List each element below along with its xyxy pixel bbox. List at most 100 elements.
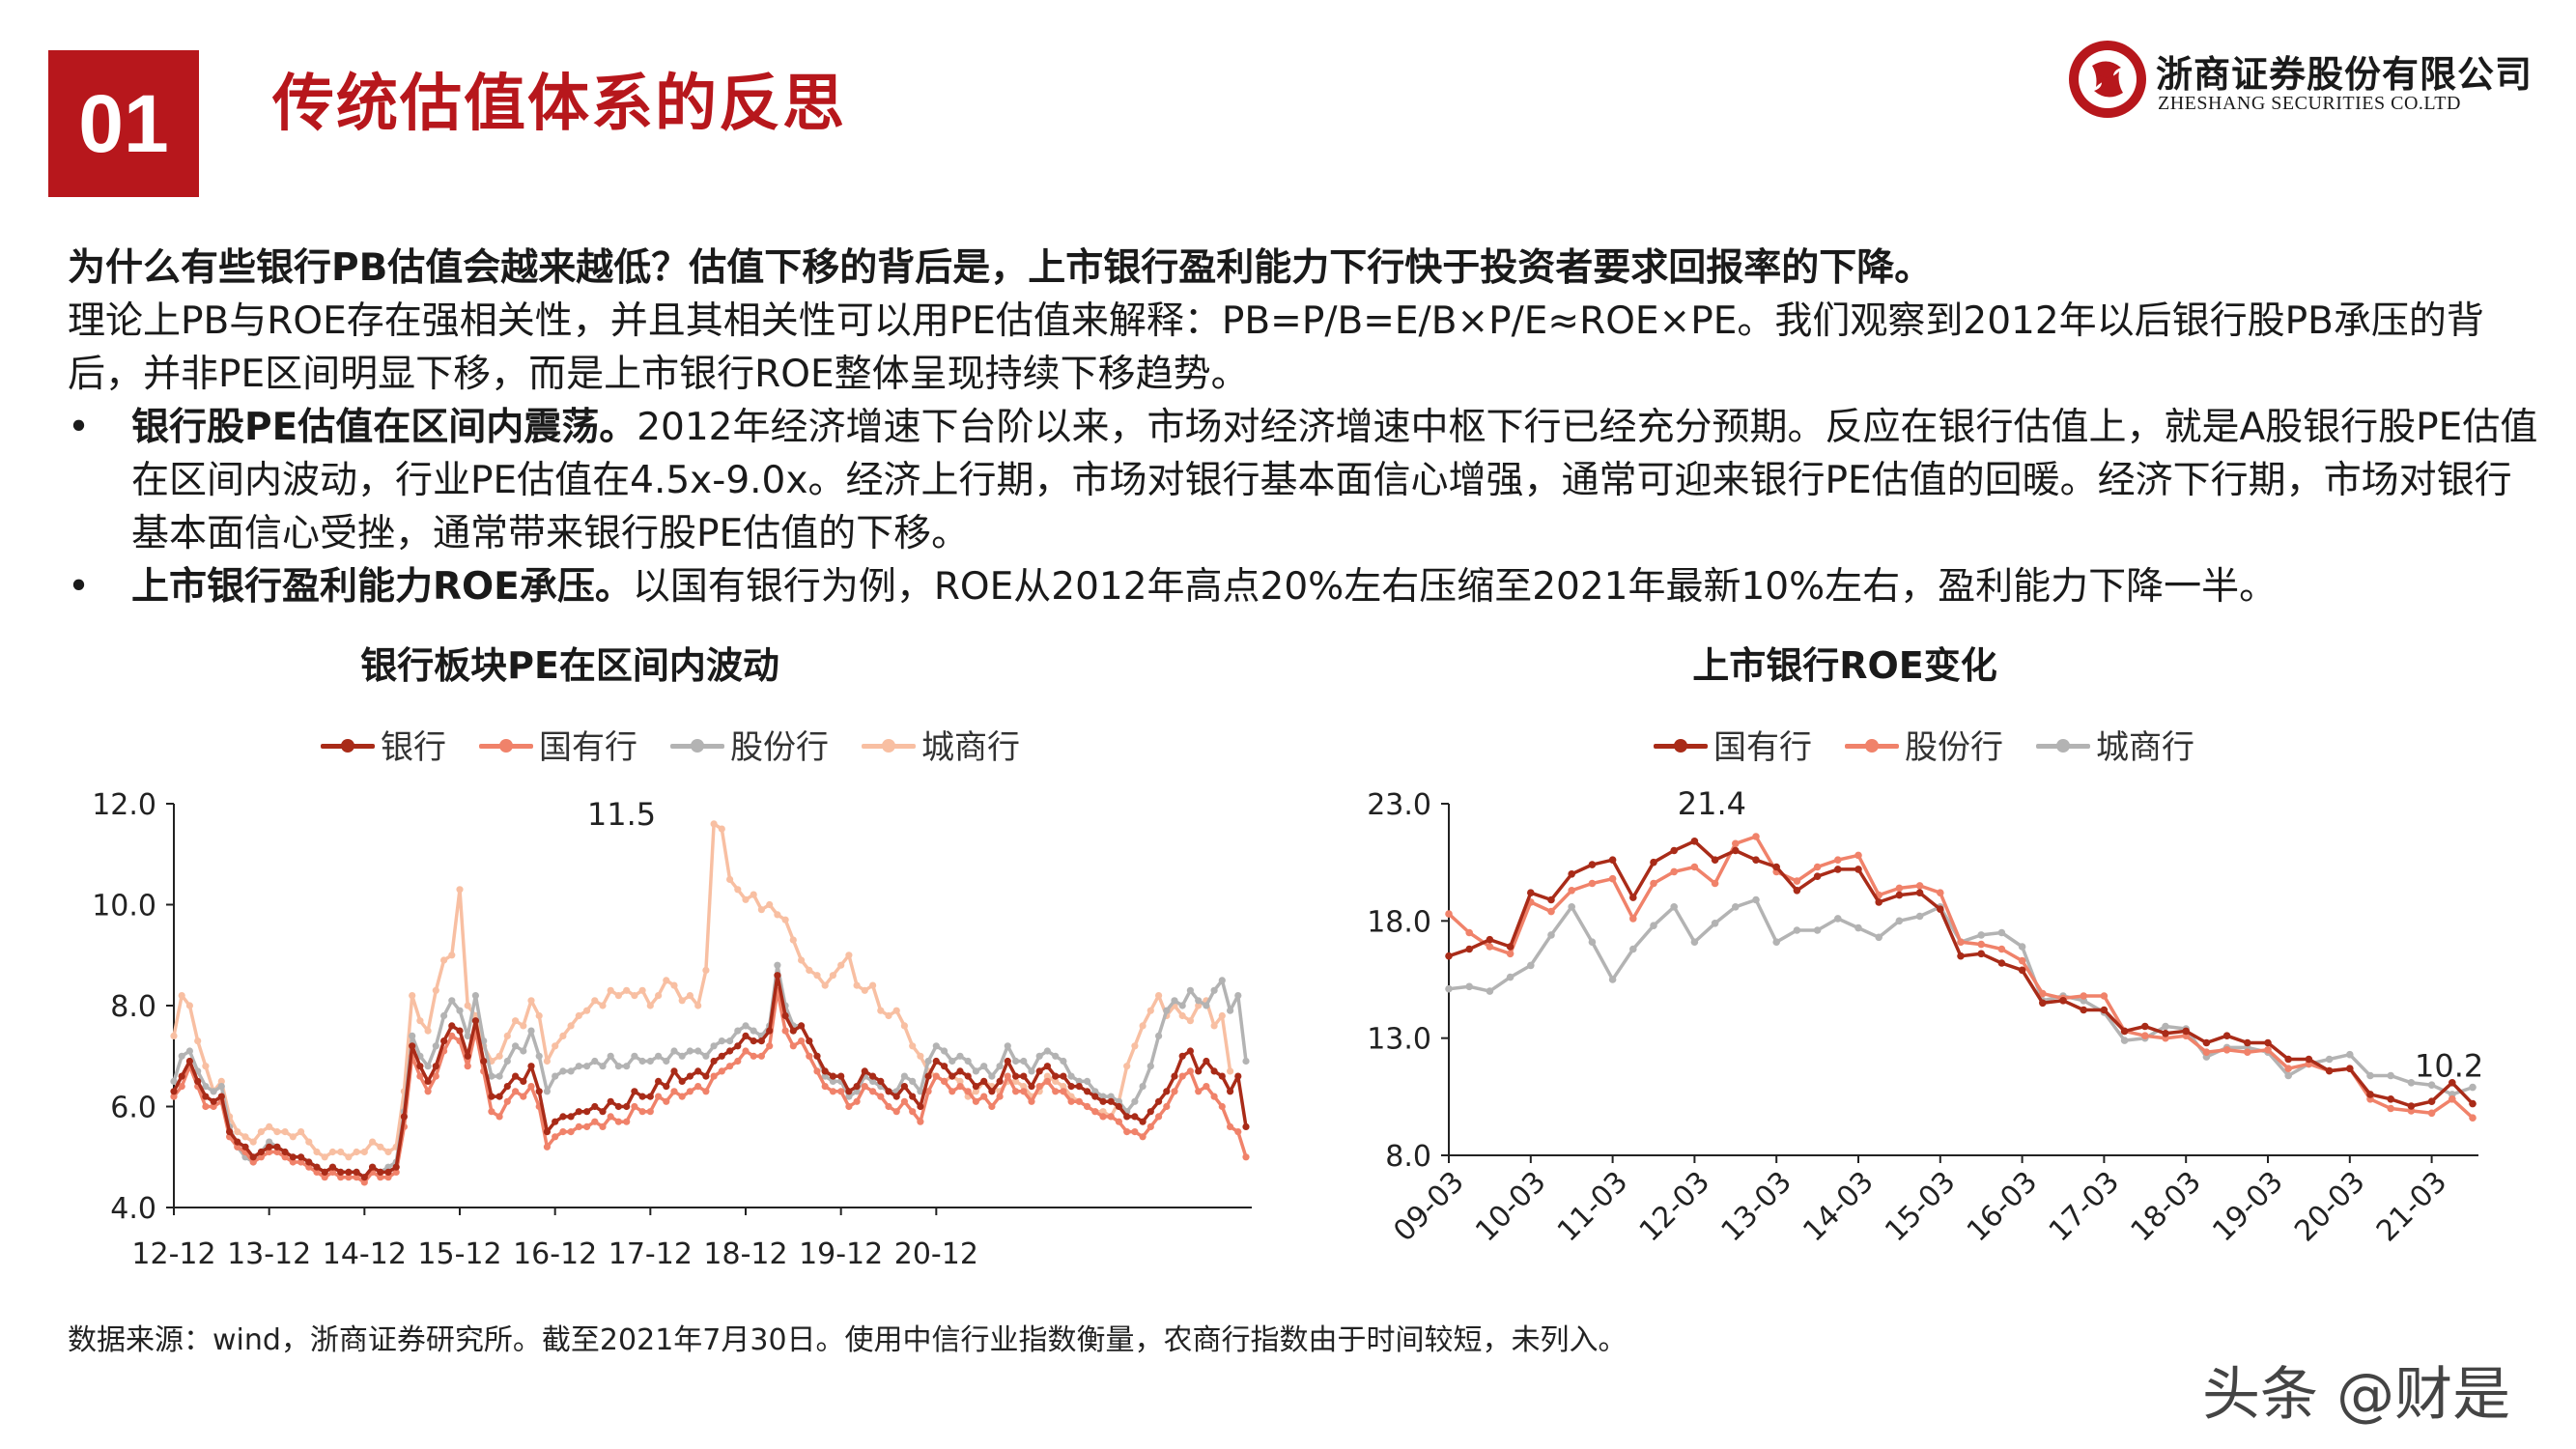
data-point	[1060, 1072, 1067, 1080]
data-point	[655, 992, 663, 1000]
data-point	[2469, 1114, 2477, 1122]
data-point	[1131, 1097, 1139, 1105]
data-point	[1123, 1063, 1131, 1070]
data-point	[1793, 877, 1801, 885]
data-point	[266, 1122, 273, 1130]
data-point	[1445, 984, 1453, 993]
data-point	[194, 1037, 202, 1045]
data-point	[702, 966, 710, 974]
y-tick-label: 8.0	[110, 990, 156, 1024]
data-point	[321, 1168, 328, 1176]
data-point	[202, 1063, 210, 1070]
data-point	[1084, 1077, 1091, 1085]
data-point	[297, 1153, 305, 1161]
data-point	[1203, 1057, 1210, 1065]
data-point	[607, 1052, 614, 1060]
data-point	[432, 1042, 439, 1050]
data-point	[2244, 1038, 2251, 1047]
data-point	[789, 1042, 797, 1050]
data-point	[1608, 976, 1617, 983]
data-point	[503, 1083, 511, 1091]
data-point	[1547, 895, 1555, 904]
data-point	[297, 1128, 305, 1136]
data-point	[2387, 1071, 2394, 1080]
data-point	[1772, 938, 1780, 946]
data-point	[234, 1138, 241, 1146]
legend-item: 国有行	[1654, 721, 1812, 768]
data-point	[559, 1032, 567, 1039]
data-point	[726, 875, 734, 883]
data-point	[432, 986, 439, 994]
data-point	[1834, 915, 1842, 923]
data-point	[1131, 1042, 1139, 1050]
data-point	[861, 986, 868, 994]
data-point	[2018, 956, 2026, 965]
data-point	[853, 1088, 861, 1095]
data-point	[1937, 905, 1944, 913]
data-point	[972, 1097, 980, 1105]
data-point	[345, 1168, 353, 1176]
data-point	[456, 886, 464, 894]
data-point	[670, 1067, 678, 1075]
data-point	[392, 1163, 400, 1171]
data-point	[353, 1174, 360, 1181]
data-point	[718, 1037, 725, 1045]
data-point	[1875, 898, 1882, 906]
series-line	[1447, 835, 2475, 1120]
data-point	[185, 1002, 193, 1009]
data-point	[234, 1143, 241, 1151]
data-point	[1091, 1108, 1099, 1116]
data-point	[1060, 1057, 1067, 1065]
data-point	[384, 1174, 392, 1181]
roe-chart-legend: 国有行 股份行 城商行	[1654, 721, 2227, 768]
legend-label: 股份行	[1905, 728, 2003, 767]
data-point	[2264, 1046, 2272, 1054]
data-point	[1107, 1093, 1115, 1100]
data-point	[1895, 884, 1904, 893]
legend-item: 城商行	[862, 721, 1020, 768]
legend-swatch	[321, 735, 375, 754]
data-point	[742, 1022, 750, 1030]
data-point	[217, 1083, 225, 1091]
data-point	[313, 1163, 321, 1171]
data-point	[2080, 992, 2087, 1000]
data-point	[829, 1077, 837, 1085]
data-point	[813, 1067, 821, 1075]
data-point	[1486, 943, 1494, 951]
data-point	[956, 1067, 964, 1075]
data-point	[845, 1088, 853, 1095]
data-point	[535, 1011, 543, 1020]
data-point	[837, 1072, 845, 1080]
x-tick-label: 14-03	[1797, 1165, 1880, 1248]
data-point	[1218, 977, 1226, 984]
series-国有行	[1445, 838, 2477, 1110]
data-point	[1227, 1007, 1234, 1014]
x-tick-label: 20-12	[894, 1237, 978, 1271]
data-point	[1028, 1067, 1035, 1075]
data-point	[424, 1088, 432, 1095]
data-point	[1035, 1067, 1043, 1075]
data-point	[1813, 863, 1822, 871]
data-point	[1123, 1128, 1131, 1136]
data-point	[1629, 915, 1637, 923]
data-point	[924, 1088, 932, 1095]
data-point	[941, 1047, 948, 1055]
data-point	[670, 1088, 678, 1095]
data-point	[249, 1153, 257, 1161]
data-point	[456, 1007, 464, 1014]
data-point	[409, 1032, 416, 1039]
data-point	[583, 1122, 591, 1130]
data-point	[2059, 997, 2067, 1005]
data-point	[718, 1052, 725, 1060]
data-point	[686, 1047, 694, 1055]
legend-item: 股份行	[670, 721, 829, 768]
data-point	[917, 1102, 924, 1111]
data-point	[1445, 910, 1453, 918]
series-line	[172, 988, 1248, 1184]
data-point	[2202, 1048, 2211, 1056]
data-point	[837, 961, 845, 969]
data-point	[972, 1088, 980, 1095]
y-tick-label: 8.0	[1385, 1140, 1431, 1174]
data-point	[360, 1148, 368, 1156]
data-point	[1711, 879, 1719, 888]
